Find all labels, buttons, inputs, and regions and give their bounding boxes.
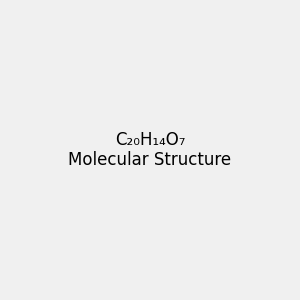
Text: C₂₀H₁₄O₇
Molecular Structure: C₂₀H₁₄O₇ Molecular Structure [68,130,232,170]
